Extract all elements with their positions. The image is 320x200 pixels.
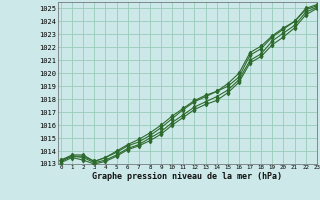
X-axis label: Graphe pression niveau de la mer (hPa): Graphe pression niveau de la mer (hPa) xyxy=(92,172,282,181)
